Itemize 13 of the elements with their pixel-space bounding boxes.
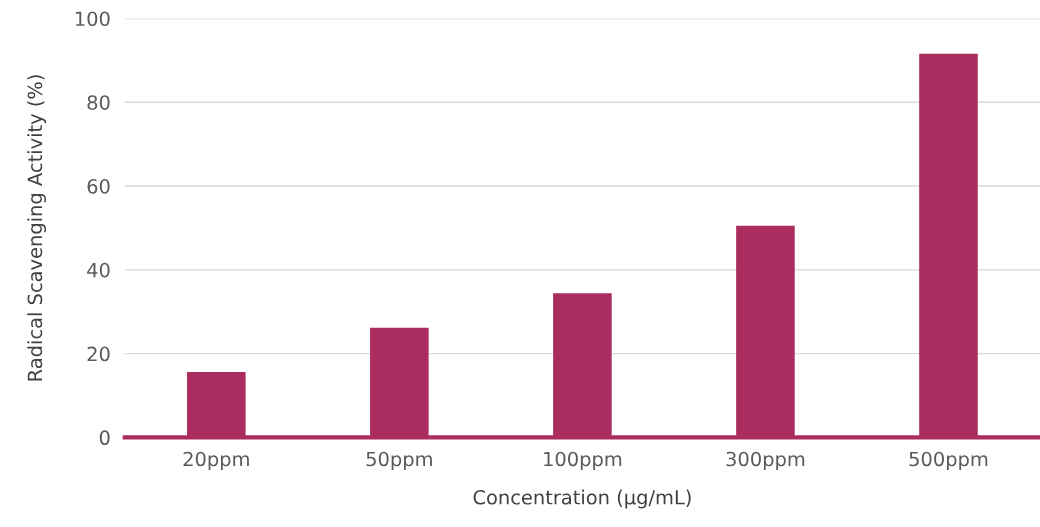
y-tick-label: 0 bbox=[99, 430, 110, 446]
y-tick-label: 20 bbox=[87, 346, 110, 362]
x-tick-label: 20ppm bbox=[183, 451, 249, 471]
y-tick-label: 60 bbox=[87, 178, 110, 194]
x-tick-label: 300ppm bbox=[726, 451, 805, 471]
y-tick-label: 100 bbox=[75, 11, 110, 27]
y-tick-label: 40 bbox=[87, 262, 110, 278]
x-axis-title: Concentration (μg/mL) bbox=[473, 489, 691, 509]
x-tick-label: 50ppm bbox=[366, 451, 432, 471]
y-tick-label: 80 bbox=[87, 95, 110, 110]
y-axis-title: Radical Scavenging Activity (%) bbox=[27, 75, 47, 381]
x-tick-label: 500ppm bbox=[909, 451, 988, 471]
x-tick-label: 100ppm bbox=[544, 451, 622, 471]
